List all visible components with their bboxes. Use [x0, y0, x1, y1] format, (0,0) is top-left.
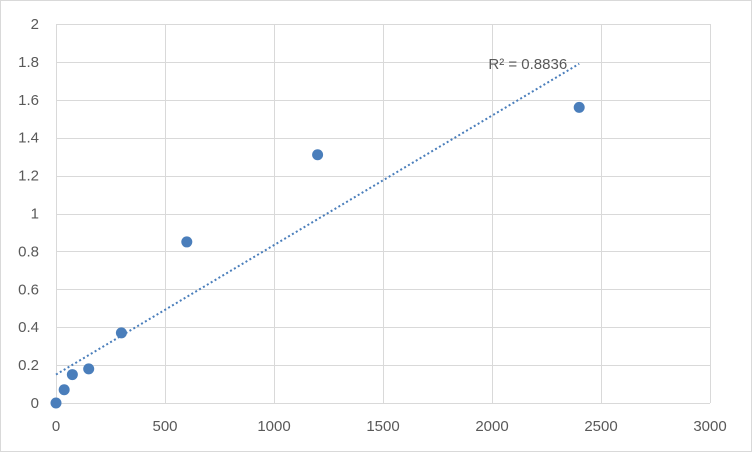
data-point [573, 101, 585, 113]
r-squared-annotation: R² = 0.8836 [488, 56, 567, 73]
y-tick-label: 1.8 [18, 54, 39, 71]
data-point [312, 149, 324, 161]
data-point [115, 327, 127, 339]
y-tick-label: 0.4 [18, 319, 39, 336]
x-tick-label: 2500 [584, 418, 617, 435]
data-point [50, 397, 62, 409]
y-tick-label: 2 [31, 16, 39, 33]
y-tick-label: 1.6 [18, 92, 39, 109]
x-tick-label: 0 [52, 418, 60, 435]
x-tick-label: 3000 [693, 418, 726, 435]
y-tick-label: 0.2 [18, 357, 39, 374]
data-point [66, 369, 78, 381]
data-points [50, 101, 585, 409]
x-tick-label: 1000 [257, 418, 290, 435]
data-point [181, 236, 193, 248]
y-tick-label: 0 [31, 395, 39, 412]
x-tick-label: 2000 [475, 418, 508, 435]
data-point [83, 363, 95, 375]
x-axis-tick-labels: 0 500 1000 1500 2000 2500 3000 [52, 418, 727, 435]
y-tick-label: 1 [31, 206, 39, 223]
x-tick-label: 500 [152, 418, 177, 435]
x-tick-label: 1500 [366, 418, 399, 435]
y-tick-label: 0.6 [18, 281, 39, 298]
y-tick-label: 1.2 [18, 168, 39, 185]
data-point [58, 384, 70, 396]
y-axis-tick-labels: 0 0.2 0.4 0.6 0.8 1 1.2 1.4 1.6 1.8 2 [18, 16, 39, 412]
y-tick-label: 1.4 [18, 130, 39, 147]
y-tick-label: 0.8 [18, 243, 39, 260]
gridlines [56, 24, 711, 404]
